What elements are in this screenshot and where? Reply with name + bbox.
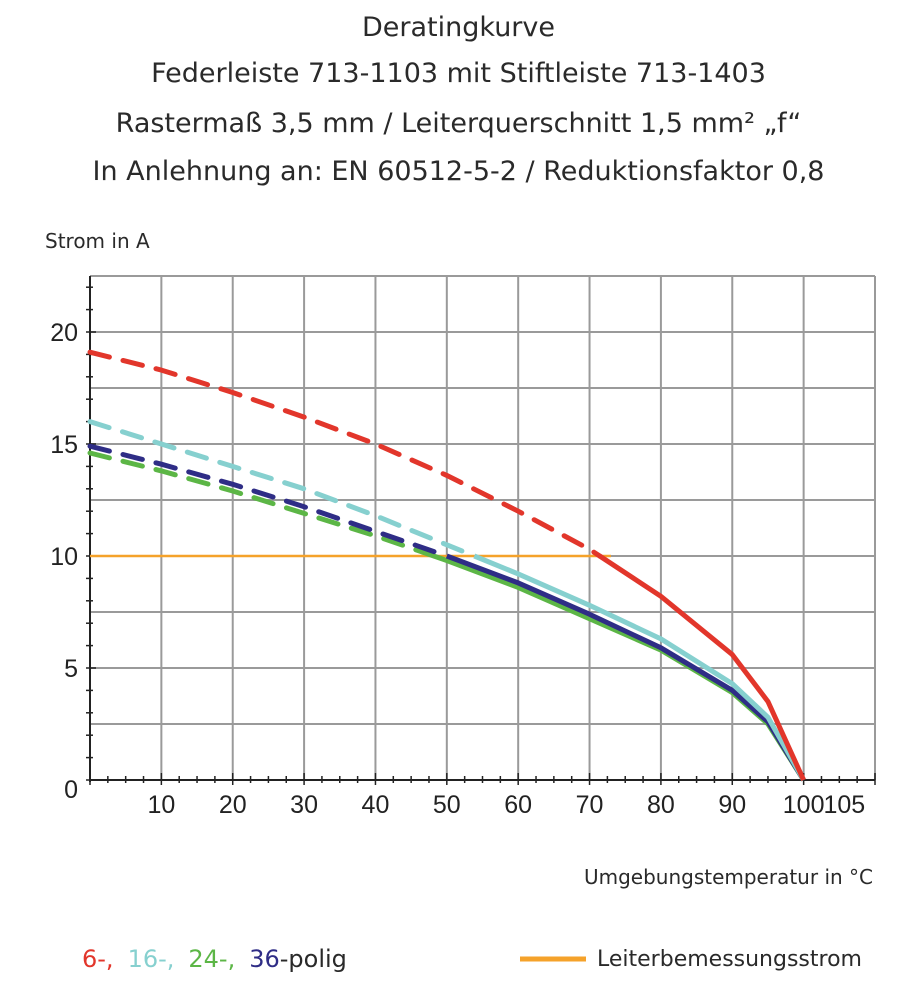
- x-tick-label: 10: [147, 791, 175, 819]
- x-tick-label: 20: [219, 791, 247, 819]
- legend-reference-label: Leiterbemessungsstrom: [597, 947, 862, 972]
- legend-entry-0: 6-,: [82, 945, 114, 973]
- series-line-solid-1: [473, 553, 806, 782]
- y-axis-label: Strom in A: [45, 229, 150, 253]
- series-line-dashed-1: [87, 419, 477, 559]
- chart-title-line-4: In Anlehnung an: EN 60512-5-2 / Reduktio…: [92, 156, 825, 187]
- x-tick-label: 70: [576, 791, 604, 819]
- series-line-solid-0: [598, 553, 806, 782]
- x-tick-label: 100: [783, 791, 825, 819]
- x-tick-label: 90: [718, 791, 746, 819]
- series-line-dashed-3: [87, 443, 450, 559]
- chart-title-line-2: Federleiste 713-1103 mit Stiftleiste 713…: [151, 58, 766, 89]
- x-tick-label: 105: [823, 791, 865, 819]
- y-tick-label: 10: [50, 543, 78, 571]
- y-tick-label: 5: [64, 655, 78, 683]
- y-tick-label: 15: [50, 431, 78, 459]
- legend-entry-1: 16-,: [128, 945, 175, 973]
- y-tick-label: 0: [64, 776, 78, 804]
- x-axis-label: Umgebungstemperatur in °C: [584, 865, 873, 889]
- chart-title-line-1: Deratingkurve: [362, 12, 555, 43]
- x-tick-label: 60: [504, 791, 532, 819]
- x-tick-label: 40: [362, 791, 390, 819]
- series-line-dashed-0: [87, 349, 603, 559]
- legend-entry-2: 24-,: [188, 945, 235, 973]
- x-tick-label: 80: [647, 791, 675, 819]
- y-tick-label: 20: [50, 319, 78, 347]
- series-line-dashed-2: [87, 450, 437, 559]
- legend-entry-3: 36: [249, 945, 280, 973]
- chart-title-line-3: Rastermaß 3,5 mm / Leiterquerschnitt 1,5…: [115, 108, 802, 139]
- legend-series: 6-, 16-, 24-, 36-polig: [82, 945, 347, 973]
- x-tick-label: 30: [290, 791, 318, 819]
- legend-suffix: -polig: [280, 945, 347, 973]
- x-tick-label: 50: [433, 791, 461, 819]
